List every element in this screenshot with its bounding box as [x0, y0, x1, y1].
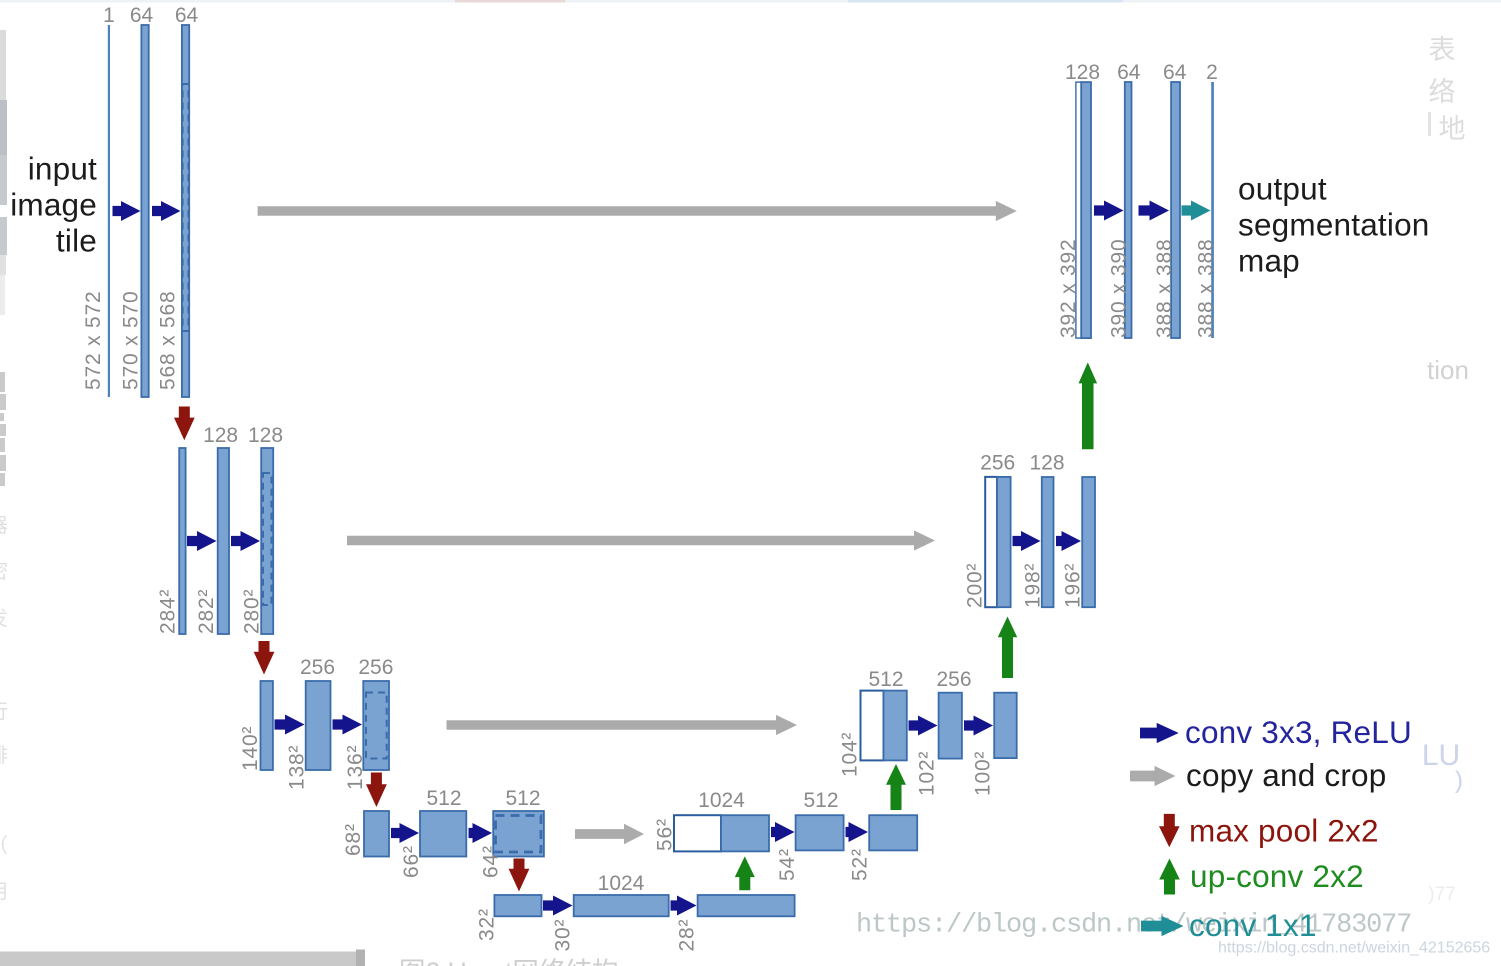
svg-text:30²: 30²: [552, 919, 575, 952]
svg-text:64: 64: [1117, 61, 1141, 84]
svg-text:64: 64: [175, 4, 199, 27]
svg-text:conv 3x3, ReLU: conv 3x3, ReLU: [1185, 714, 1412, 750]
svg-text:LU: LU: [1422, 739, 1460, 772]
svg-text:络: 络: [1429, 77, 1456, 107]
svg-text:388 x 388: 388 x 388: [1153, 239, 1176, 338]
svg-text:up-conv 2x2: up-conv 2x2: [1190, 858, 1364, 894]
svg-text:100²: 100²: [972, 751, 995, 796]
svg-text:256: 256: [300, 656, 335, 679]
svg-text:200²: 200²: [964, 563, 987, 608]
svg-text:388 x 388: 388 x 388: [1195, 239, 1218, 338]
svg-text:128: 128: [1065, 61, 1100, 84]
svg-text:排: 排: [0, 744, 8, 767]
svg-text:图2 U-net网络结构: 图2 U-net网络结构: [399, 957, 618, 966]
svg-text:512: 512: [426, 787, 461, 810]
svg-text:max pool 2x2: max pool 2x2: [1189, 813, 1379, 849]
svg-text:196²: 196²: [1062, 563, 1085, 608]
svg-text:102²: 102²: [916, 751, 939, 796]
svg-text:．: ．: [0, 791, 8, 813]
svg-text:54²: 54²: [776, 848, 799, 881]
svg-text:发: 发: [0, 607, 8, 630]
svg-text:2: 2: [1206, 61, 1218, 84]
svg-text:128: 128: [203, 424, 238, 447]
svg-text:copy and crop: copy and crop: [1186, 757, 1386, 793]
svg-text:28²: 28²: [675, 919, 698, 952]
svg-text:output: output: [1238, 171, 1327, 207]
svg-text:image: image: [10, 187, 97, 223]
svg-text:表: 表: [1429, 35, 1456, 65]
svg-text:128: 128: [1029, 452, 1064, 475]
svg-text:器: 器: [0, 515, 8, 537]
svg-text:地: 地: [1439, 114, 1466, 144]
svg-text:104²: 104²: [838, 732, 861, 777]
svg-text:https://blog.csdn.net/weixin_4: https://blog.csdn.net/weixin_41783077: [856, 911, 1411, 941]
svg-text:512: 512: [868, 668, 903, 691]
svg-text:https://blog.csdn.net/weixin_4: https://blog.csdn.net/weixin_42152656: [1218, 940, 1490, 957]
svg-text:68²: 68²: [342, 823, 365, 856]
svg-text:512: 512: [505, 787, 540, 810]
svg-text:256: 256: [936, 668, 971, 691]
svg-text:行: 行: [0, 700, 8, 723]
svg-text:512: 512: [803, 789, 838, 812]
svg-text:572 x 572: 572 x 572: [82, 291, 105, 390]
svg-text:1: 1: [103, 4, 115, 27]
svg-text:map: map: [1238, 243, 1300, 279]
svg-text:conv 1x1: conv 1x1: [1189, 907, 1317, 943]
svg-text:66²: 66²: [400, 845, 423, 878]
svg-text:570 x 570: 570 x 570: [120, 291, 143, 390]
svg-text:64: 64: [130, 4, 154, 27]
svg-text:128: 128: [248, 424, 283, 447]
svg-text:)77: )77: [1428, 884, 1455, 905]
svg-text:1024: 1024: [698, 789, 745, 812]
svg-text:input: input: [28, 151, 97, 187]
svg-text:256: 256: [358, 656, 393, 679]
svg-text:丨: 丨: [0, 655, 8, 677]
svg-text:392 x 392: 392 x 392: [1057, 239, 1080, 338]
svg-text:282²: 282²: [195, 589, 218, 634]
svg-text:280²: 280²: [241, 589, 264, 634]
svg-text:140²: 140²: [239, 726, 262, 771]
svg-text:56²: 56²: [654, 818, 677, 851]
svg-text:): ): [1455, 767, 1463, 794]
svg-text:256: 256: [980, 452, 1015, 475]
svg-text:136²: 136²: [344, 745, 367, 790]
svg-text:64: 64: [1163, 61, 1187, 84]
svg-text:390 x 390: 390 x 390: [1108, 239, 1131, 338]
svg-text:tion: tion: [1427, 355, 1469, 385]
svg-text:（: （: [0, 834, 8, 857]
svg-text:284²: 284²: [156, 589, 179, 634]
svg-text:568 x 568: 568 x 568: [157, 291, 180, 390]
svg-text:tile: tile: [56, 223, 97, 259]
svg-text:198²: 198²: [1021, 563, 1044, 608]
svg-text:64²: 64²: [480, 845, 503, 878]
svg-text:segmentation: segmentation: [1238, 207, 1430, 243]
svg-text:1024: 1024: [598, 872, 645, 895]
svg-text:用: 用: [0, 881, 8, 903]
svg-text:32²: 32²: [476, 908, 499, 941]
svg-text:138²: 138²: [286, 745, 309, 790]
svg-text:密: 密: [0, 560, 8, 583]
svg-text:52²: 52²: [849, 848, 872, 881]
